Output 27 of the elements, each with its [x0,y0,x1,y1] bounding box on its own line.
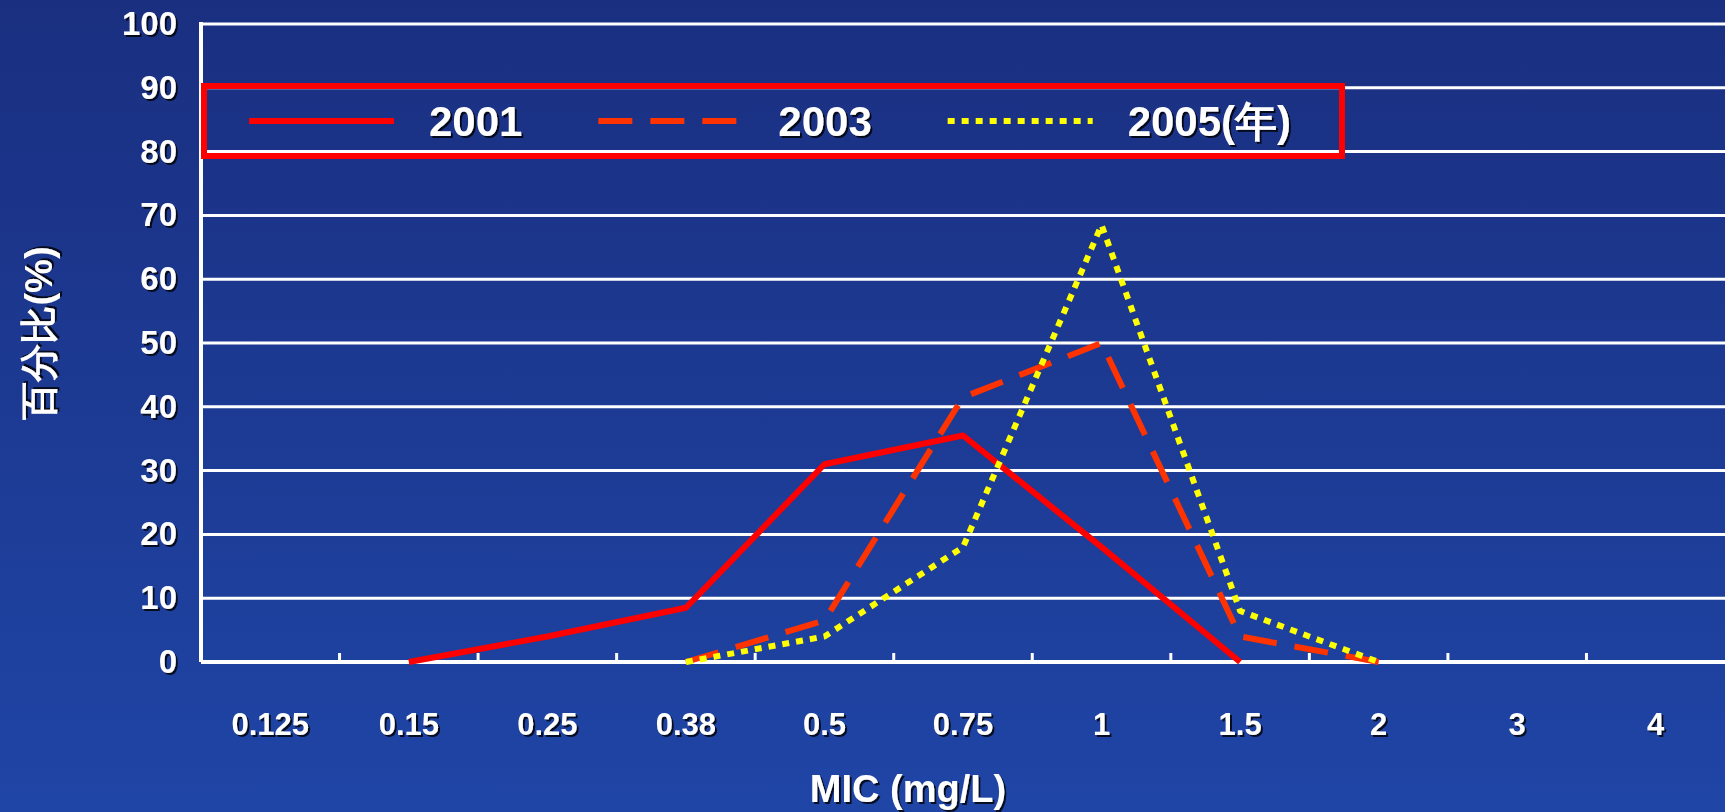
y-tick-label: 100 [121,5,177,42]
legend-label: 2005(年) [1127,98,1292,145]
y-tick-label: 20 [140,515,177,553]
x-tick-label: 1.5 [1218,707,1262,742]
y-tick-label: 30 [140,451,177,489]
x-tick-label: 4 [1647,707,1666,742]
y-tick-label: 0 [158,643,177,680]
y-tick-label: 50 [140,324,177,361]
x-tick-label: 3 [1508,707,1526,742]
x-tick-label: 0.25 [517,707,578,742]
y-tick-label: 10 [140,579,177,617]
y-tick-label: 40 [140,387,177,425]
x-tick-label: 0.5 [802,707,847,742]
y-tick-label: 80 [140,132,177,170]
x-tick-label: 2 [1370,707,1388,742]
y-tick-label: 60 [140,260,177,298]
y-tick-label: 90 [140,68,177,106]
legend-label: 2003 [778,98,872,145]
y-tick-label: 70 [140,196,177,234]
x-axis-title: MIC (mg/L) [809,768,1007,810]
x-tick-label: 1 [1092,707,1111,742]
x-tick-label: 0.38 [655,707,717,742]
legend-label: 2001 [429,98,523,145]
y-axis-title: 百分比(%) [18,246,60,421]
x-tick-label: 0.75 [932,707,994,742]
x-tick-label: 0.125 [231,707,310,742]
x-tick-label: 0.15 [378,707,439,742]
